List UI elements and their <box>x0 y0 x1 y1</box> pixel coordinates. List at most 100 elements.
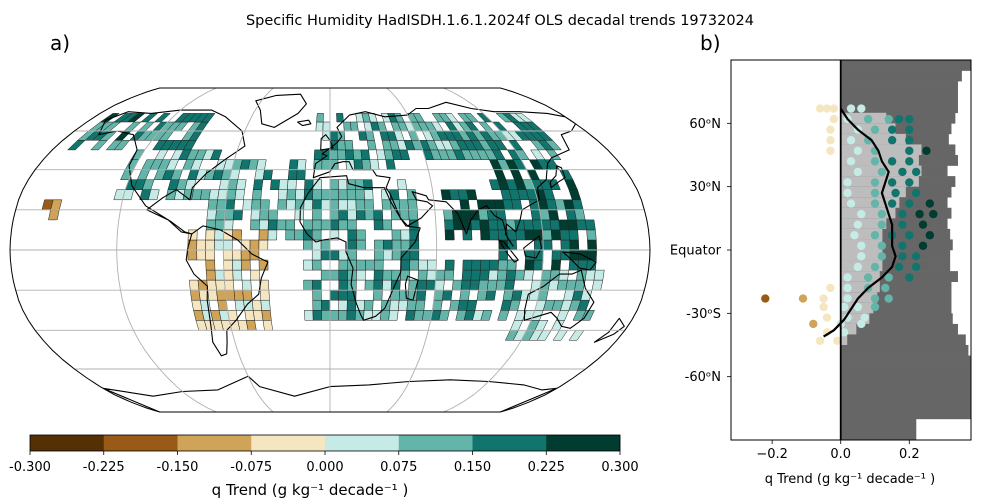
grid-cell <box>322 121 331 132</box>
zonal-point <box>887 199 897 208</box>
grid-cell <box>303 279 313 291</box>
grid-cell <box>215 209 226 221</box>
grid-cell <box>201 113 216 123</box>
grid-cell <box>261 310 272 321</box>
grid-cell <box>208 189 220 201</box>
continent-uk <box>320 134 334 151</box>
zonal-point <box>922 146 931 155</box>
zonal-point <box>877 252 887 261</box>
colorbar-tick-label: -0.300 <box>9 460 51 475</box>
zonal-bar-observed <box>840 228 883 240</box>
zonal-point <box>870 125 880 134</box>
zonal-point <box>877 241 887 250</box>
grid-cell <box>296 169 306 180</box>
zonal-point <box>863 114 873 124</box>
zonal-point <box>911 252 921 261</box>
grid-cell <box>444 113 459 123</box>
grid-cell <box>480 310 493 321</box>
grid-cell <box>470 219 481 231</box>
grid-cell <box>574 209 586 221</box>
zonal-point <box>911 188 921 198</box>
continent-madagascar <box>404 275 419 301</box>
continent-africa <box>299 175 421 321</box>
zonal-point <box>826 125 835 134</box>
grid-cell <box>470 269 481 281</box>
grid-cell <box>270 179 280 190</box>
zonal-bar-observed <box>840 334 848 346</box>
zonal-bar-all <box>840 418 917 430</box>
colorbar-tick-label: 0.150 <box>454 460 491 475</box>
grid-cell <box>415 299 426 311</box>
grid-cell <box>190 289 201 301</box>
zonal-y-tick-label: 60ᵒN <box>689 117 721 132</box>
grid-cell <box>532 219 543 231</box>
grid-cell <box>296 159 307 170</box>
colorbar-swatch <box>472 435 547 451</box>
grid-cell <box>267 229 278 241</box>
zonal-bar-all <box>840 207 952 219</box>
zonal-mean-line <box>823 107 897 338</box>
zonal-point <box>898 241 907 250</box>
zonal-bar-observed <box>840 207 896 219</box>
grid-cell <box>312 299 322 311</box>
colorbar-tick-label: 0.075 <box>380 460 417 475</box>
continent-new-guinea <box>562 251 597 271</box>
grid-cell <box>471 259 482 271</box>
zonal-bar-all <box>840 70 962 82</box>
grid-cell <box>234 189 245 201</box>
zonal-point <box>839 302 849 312</box>
zonal-point <box>761 294 770 303</box>
grid-cell <box>315 121 324 132</box>
grid-cell <box>338 269 348 281</box>
grid-cell <box>321 299 331 311</box>
grid-cell <box>549 219 561 231</box>
zonal-point <box>887 178 897 187</box>
grid-cell <box>245 320 257 331</box>
zonal-point <box>846 104 856 113</box>
zonal-point <box>863 273 873 282</box>
grid-cell <box>329 249 340 261</box>
zonal-x-axis-label: q Trend (g kg⁻¹ decade⁻¹ ) <box>765 472 935 487</box>
zonal-point <box>829 114 839 124</box>
colorbar-tick-label: -0.150 <box>157 460 199 475</box>
zonal-point <box>870 157 880 166</box>
zonal-point <box>894 114 904 124</box>
grid-cell <box>252 310 264 321</box>
grid-cell <box>591 279 604 291</box>
grid-cell <box>207 199 218 211</box>
zonal-point <box>843 273 852 282</box>
grid-cell <box>417 279 428 291</box>
zonal-x-tick-label: 0.2 <box>899 447 920 462</box>
grid-cell <box>433 289 444 301</box>
grid-cell <box>210 149 223 160</box>
zonal-point <box>857 241 866 250</box>
zonal-bar-all <box>840 345 969 356</box>
grid-cell <box>303 259 313 271</box>
grid-cell <box>480 259 491 271</box>
zonal-point <box>898 209 907 219</box>
map-graticule <box>10 88 650 412</box>
grid-cell <box>288 159 299 170</box>
zonal-point <box>905 273 914 282</box>
grid-cell <box>466 189 478 201</box>
grid-cell <box>496 269 508 281</box>
zonal-bar-observed <box>840 218 887 230</box>
grid-cell <box>400 259 411 271</box>
grid-cell <box>259 289 270 301</box>
grid-cell <box>444 229 455 241</box>
continent-antarctica <box>102 375 558 412</box>
zonal-point <box>839 328 849 337</box>
zonal-point <box>857 209 866 219</box>
grid-cell <box>593 269 605 281</box>
zonal-bar-all <box>840 366 971 377</box>
zonal-point <box>925 199 935 208</box>
zonal-point <box>843 313 852 322</box>
grid-cell <box>584 269 596 281</box>
zonal-bar-all <box>840 323 958 335</box>
zonal-point <box>815 336 825 345</box>
grid-cell <box>320 269 331 281</box>
grid-cell <box>451 279 463 291</box>
grid-cell <box>462 259 473 271</box>
map-panel <box>9 87 651 413</box>
grid-cell <box>533 259 544 271</box>
